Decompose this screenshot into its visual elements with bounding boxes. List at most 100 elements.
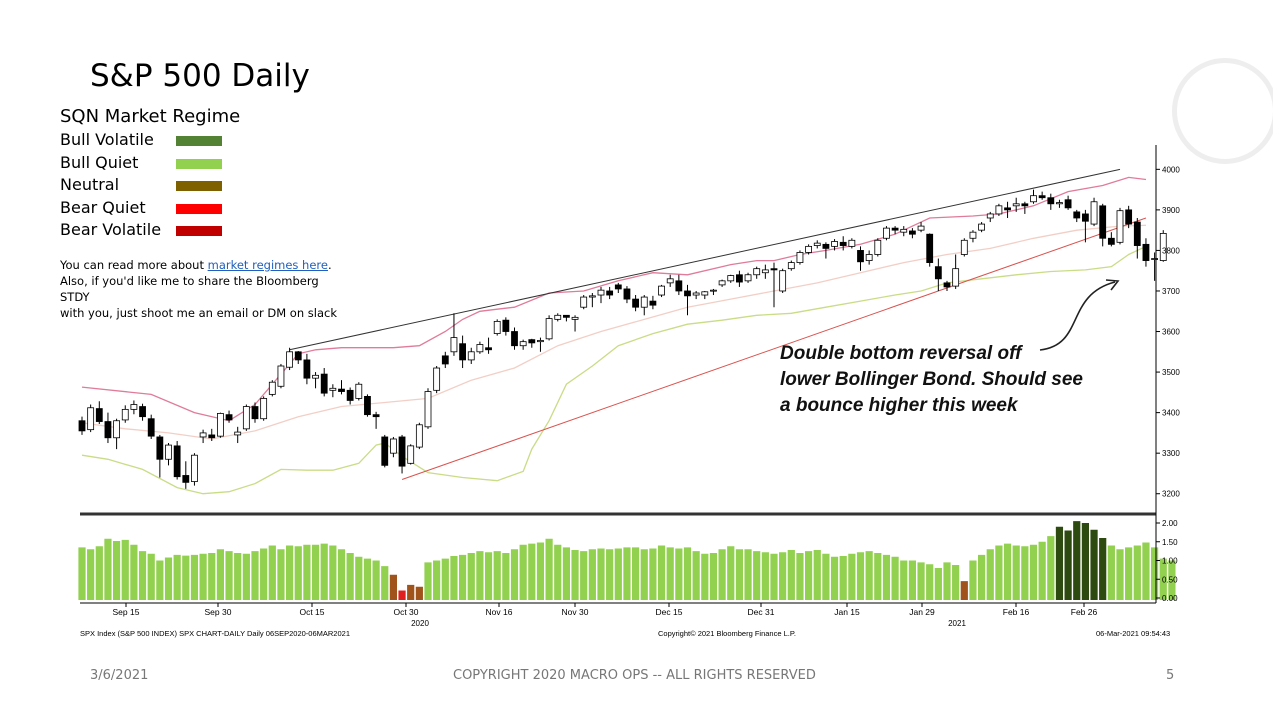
- sqn-bar: [130, 544, 138, 600]
- candle: [995, 203, 1003, 216]
- candle: [770, 262, 778, 308]
- legend-label: Neutral: [60, 175, 120, 194]
- info-note: You can read more about market regimes h…: [60, 257, 350, 321]
- candle-body: [242, 406, 250, 430]
- candle-body: [666, 278, 674, 284]
- candle-body: [1021, 203, 1029, 207]
- candle-body: [355, 383, 363, 399]
- sqn-bar: [943, 562, 951, 600]
- candle: [952, 254, 960, 289]
- candle-body: [995, 205, 1003, 215]
- sqn-bar: [787, 550, 795, 600]
- candle: [346, 387, 354, 405]
- candle-body: [130, 404, 138, 410]
- sqn-bar: [597, 548, 605, 600]
- middle-bollinger-band: [81, 224, 1147, 440]
- candle: [398, 434, 406, 474]
- candle-body: [338, 388, 345, 392]
- candle: [761, 264, 769, 279]
- candle-body: [381, 436, 389, 466]
- candle-body: [208, 434, 216, 439]
- sqn-bar: [649, 548, 657, 600]
- candle-body: [268, 381, 276, 395]
- sqn-bar: [320, 543, 328, 600]
- candle: [364, 394, 371, 417]
- candle: [606, 286, 614, 300]
- legend-item-bull-quiet: Bull Quiet: [60, 153, 230, 176]
- candle: [208, 428, 216, 442]
- candle-body: [1099, 205, 1107, 239]
- candle: [563, 314, 570, 322]
- sqn-bar: [1125, 547, 1133, 600]
- x-tick-label: Sep 15: [113, 607, 140, 617]
- candle: [1142, 238, 1150, 267]
- candle: [710, 288, 717, 296]
- sqn-bar: [459, 554, 467, 600]
- sqn-bar: [121, 539, 129, 600]
- sqn-bar: [960, 581, 968, 600]
- sqn-bar: [874, 553, 882, 600]
- candle-body: [545, 318, 553, 340]
- candle: [234, 426, 242, 444]
- support-trendline: [401, 217, 1147, 481]
- legend-item-bear-volatile: Bear Volatile: [60, 220, 230, 243]
- x-tick-label: Feb 26: [1071, 607, 1098, 617]
- candle-body: [459, 343, 467, 361]
- candle: [813, 240, 821, 249]
- legend-label: Bull Volatile: [60, 130, 154, 149]
- sqn-bar: [588, 549, 596, 600]
- candle-body: [346, 389, 354, 401]
- sqn-bar: [917, 562, 925, 600]
- x-tick-label: Jan 29: [909, 607, 935, 617]
- sqn-bar: [908, 560, 916, 600]
- candle-body: [415, 424, 423, 448]
- sqn-bar: [502, 553, 510, 600]
- candle: [744, 272, 752, 283]
- sqn-bar: [389, 574, 397, 600]
- candle: [571, 315, 579, 332]
- sqn-bar: [519, 544, 527, 600]
- sqn-bar: [753, 551, 761, 600]
- candle-body: [640, 296, 648, 308]
- annotation-line: Double bottom reversal off: [780, 343, 1023, 364]
- candle: [476, 341, 484, 354]
- sqn-bar: [675, 548, 683, 600]
- candle-body: [597, 289, 605, 296]
- decorative-ring-icon: [1172, 58, 1273, 164]
- market-regimes-link[interactable]: market regimes here: [207, 258, 328, 272]
- candle: [165, 443, 172, 466]
- candle-body: [528, 339, 536, 344]
- candle: [329, 384, 337, 398]
- x-tick-label: Dec 15: [656, 607, 683, 617]
- sqn-bar: [95, 546, 103, 600]
- candle-body: [805, 245, 812, 253]
- candle: [182, 461, 190, 489]
- footer-copyright: COPYRIGHT 2020 MACRO OPS -- ALL RIGHTS R…: [453, 668, 816, 683]
- sqn-bar: [1064, 530, 1072, 600]
- legend-label: Bear Volatile: [60, 220, 162, 239]
- candle: [1021, 201, 1029, 214]
- sqn-bar: [735, 549, 743, 600]
- sqn-bar: [251, 551, 259, 600]
- candle-body: [1116, 210, 1124, 243]
- candle: [978, 222, 985, 233]
- annotation: Double bottom reversal off lower Bolling…: [780, 279, 1120, 416]
- sqn-bar: [311, 544, 320, 600]
- sqn-bar: [744, 549, 752, 600]
- candle-body: [502, 319, 510, 332]
- candle-body: [943, 282, 951, 288]
- candle: [632, 295, 639, 312]
- candle-body: [571, 316, 579, 320]
- candle: [692, 290, 700, 300]
- candle-body: [398, 436, 406, 467]
- annotation-arrowhead-icon: [1105, 279, 1120, 291]
- sqn-bar: [260, 548, 268, 600]
- chart-caption-center: Copyright© 2021 Bloomberg Finance L.P.: [658, 629, 796, 638]
- x-tick-label: Nov 30: [562, 607, 589, 617]
- annotation-line: lower Bollinger Bond. Should see: [780, 369, 1083, 390]
- candle-body: [199, 432, 207, 438]
- sqn-bar: [190, 554, 199, 600]
- sqn-bar: [1081, 523, 1089, 600]
- candle-body: [718, 280, 726, 286]
- candle-body: [614, 284, 622, 290]
